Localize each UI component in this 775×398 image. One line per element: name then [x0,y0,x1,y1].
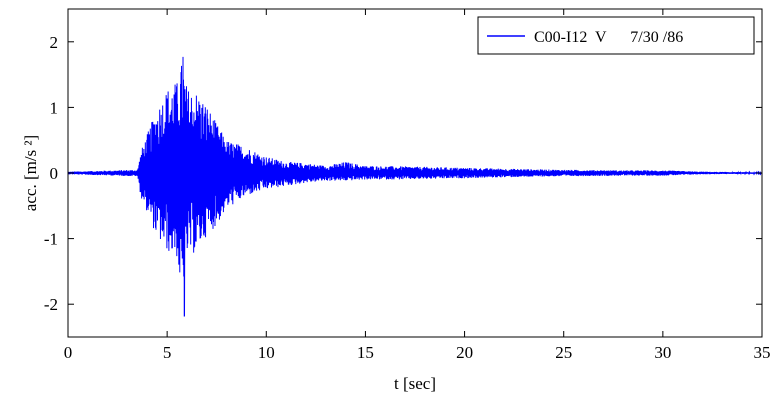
y-tick-label: 2 [50,33,59,52]
y-tick-label: -2 [44,295,58,314]
legend: C00-I12 V 7/30 /86 [477,16,755,55]
x-tick-label: 0 [64,343,73,362]
x-axis-label: t [sec] [394,374,436,393]
signal-series [67,56,763,317]
x-tick-label: 35 [754,343,771,362]
x-tick-label: 10 [258,343,275,362]
x-tick-label: 5 [163,343,172,362]
x-tick-label: 15 [357,343,374,362]
y-tick-label: -1 [44,230,58,249]
x-tick-label: 30 [654,343,671,362]
acceleration-series-line [67,56,763,317]
y-tick-label: 1 [50,98,59,117]
x-tick-label: 20 [456,343,473,362]
y-axis-label: acc. [m/s ²] [21,135,40,211]
x-axis: 0 5 10 15 20 25 30 35 [64,9,771,362]
legend-entry: C00-I12 V 7/30 /86 [534,29,683,46]
y-axis: -2 -1 0 1 2 [44,33,762,314]
x-tick-label: 25 [555,343,572,362]
y-tick-label: 0 [50,164,59,183]
